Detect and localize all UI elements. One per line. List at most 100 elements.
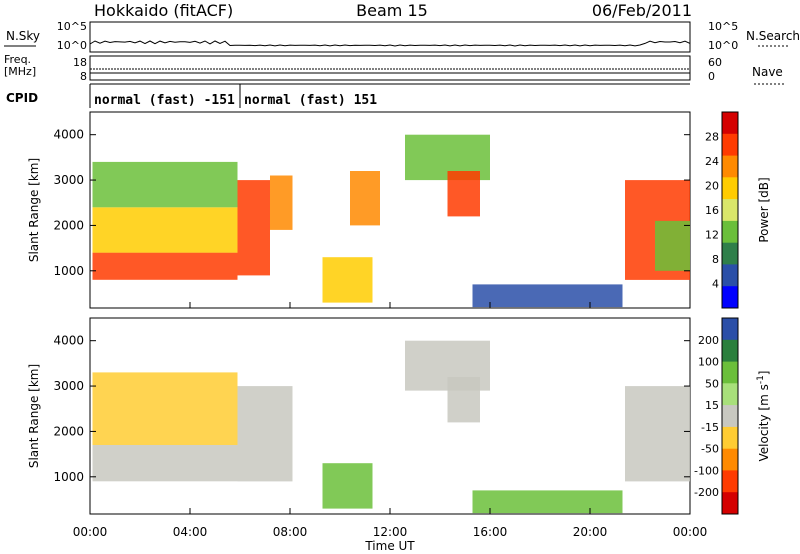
date-label: 06/Feb/2011 [592,1,692,20]
noise-tick-right-top: 10^5 [708,20,738,33]
echo-region [322,257,373,303]
noise-trace [89,40,691,47]
x-tick-label: 00:00 [673,525,708,539]
velocity-colorbar-swatch [722,492,738,515]
velocity-colorbar-swatch [722,405,738,428]
noise-panel-frame [89,21,691,53]
power-colorbar-tick-label: 28 [705,131,719,144]
x-axis-label: Time UT [364,539,415,553]
velocity-colorbar-tick-label: -15 [701,421,719,434]
freq-panel-frame [89,55,691,81]
cpid-segment-label: normal (fast) 151 [244,93,377,108]
echo-region [92,252,238,280]
noise-tick-left-bottom: 10^0 [57,39,87,52]
power-data-marks [92,134,690,308]
velocity-colorbar: 200 100 50 15 -15 -50 -100 -200 [694,317,739,515]
velocity-colorbar-tick-label: 50 [705,377,719,390]
x-tick-label: 20:00 [573,525,608,539]
echo-region [472,284,623,308]
freq-label-line2: [MHz] [4,65,36,78]
power-colorbar-swatch [722,133,738,157]
velocity-colorbar-tick-label: -100 [694,464,719,477]
velocity-colorbar-tick-label: -50 [701,443,719,456]
power-y-axis-label: Slant Range [km] [27,158,41,262]
echo-region [92,445,238,482]
echo-region [350,171,380,226]
velocity-colorbar-frame [721,317,739,515]
y-tick-label: 2000 [53,218,84,232]
cpid-label: CPID [6,91,38,105]
noise-tick-right-bottom: 10^0 [708,39,738,52]
velocity-y-axis-label: Slant Range [km] [27,364,41,468]
echo-region [472,490,623,514]
x-tick-label: 12:00 [373,525,408,539]
y-tick-label: 4000 [53,128,84,142]
velocity-colorbar-swatch [722,361,738,384]
power-colorbar-tick-label: 8 [712,253,719,266]
y-tick-label: 1000 [53,264,84,278]
echo-region [322,463,373,509]
nsearch-label: N.Search [746,29,800,43]
power-panel: 1000 2000 3000 4000 Slant Range [km] 28 24 20… [27,111,771,309]
power-colorbar-swatch [722,220,738,244]
x-tick-label: 16:00 [473,525,508,539]
echo-region [92,372,238,445]
power-colorbar-swatch [722,286,738,309]
noise-sky-line [89,40,691,47]
station-title: Hokkaido (fitACF) [94,1,233,20]
power-colorbar-tick-label: 24 [705,155,719,168]
x-tick-label: 00:00 [73,525,108,539]
power-colorbar-swatch [722,112,738,135]
y-tick-label: 4000 [53,334,84,348]
velocity-colorbar-swatch [722,318,738,341]
power-colorbar: 28 24 20 16 12 8 4 [705,111,739,309]
echo-region [92,161,238,208]
y-tick-label: 2000 [53,424,84,438]
freq-label-line1: Freq. [4,53,31,66]
cpid-row: normal (fast) -151 normal (fast) 151 [89,83,690,108]
velocity-colorbar-swatch [722,426,738,450]
velocity-colorbar-tick-label: 200 [698,334,719,347]
power-colorbar-swatch [722,177,738,200]
nsky-label: N.Sky [6,29,40,43]
velocity-colorbar-tick-label: -200 [694,486,719,499]
x-axis-ticks: 00:00 04:00 08:00 12:00 16:00 20:00 00:00 [73,302,708,539]
echo-region [237,180,270,276]
nave-tick-top: 60 [708,56,722,69]
y-tick-label: 1000 [53,470,84,484]
echo-region [447,171,480,217]
velocity-colorbar-exponent: -1 [756,375,766,384]
power-colorbar-tick-label: 12 [705,229,719,242]
power-colorbar-frame [721,111,739,309]
nave-tick-bottom: 0 [708,70,715,83]
echo-region [625,386,690,482]
velocity-colorbar-swatch [722,448,738,471]
velocity-colorbar-swatch [722,470,738,493]
power-colorbar-tick-label: 4 [712,278,719,291]
power-colorbar-swatch [722,155,738,178]
power-colorbar-tick-label: 16 [705,204,719,217]
echo-region [270,175,293,230]
power-y-ticks: 1000 2000 3000 4000 [53,128,690,278]
y-tick-label: 3000 [53,173,84,187]
echo-region [447,377,480,423]
power-colorbar-swatch [722,199,738,222]
x-tick-label: 04:00 [173,525,208,539]
velocity-colorbar-label: Velocity [m s-1] [756,371,771,462]
noise-tick-left-top: 10^5 [57,20,87,33]
velocity-colorbar-swatch [722,383,738,406]
freq-tick-top: 18 [73,56,87,69]
velocity-colorbar-tick-label: 15 [705,399,719,412]
freq-tick-bottom: 8 [80,70,87,83]
velocity-colorbar-tick-label: 100 [698,356,719,369]
power-colorbar-label: Power [dB] [757,177,771,242]
velocity-data-marks [92,340,690,514]
power-colorbar-swatch [722,264,738,287]
echo-region [655,220,690,271]
cpid-segment-label: normal (fast) -151 [94,93,235,108]
nave-label: Nave [752,65,783,79]
velocity-y-ticks: 1000 2000 3000 4000 [53,334,690,484]
echo-region [237,386,293,482]
